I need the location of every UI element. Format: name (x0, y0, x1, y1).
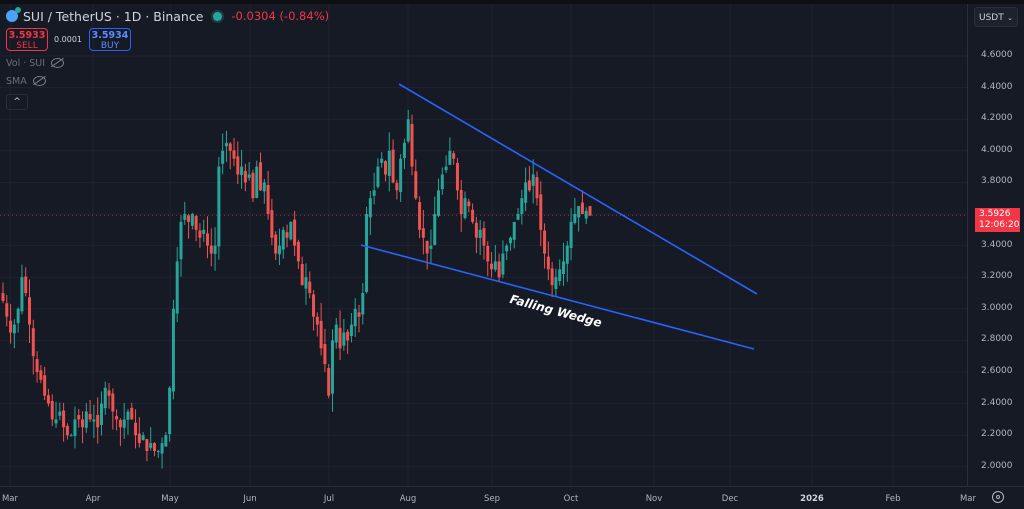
settings-gear-icon[interactable] (992, 491, 1004, 503)
candlestick-chart[interactable] (0, 4, 967, 486)
sui-coin-icon (6, 7, 21, 22)
currency-label: USDT (979, 13, 1004, 23)
indicator-sma[interactable]: SMA (6, 72, 329, 90)
last-price-label: 3.5926 12:06:20 (975, 208, 1020, 232)
price-tick: 4.2000 (981, 113, 1013, 124)
currency-selector[interactable]: USDT ⌄ (974, 7, 1018, 27)
price-tick: 2.2000 (981, 429, 1013, 440)
price-tick: 3.8000 (981, 176, 1013, 187)
time-axis[interactable] (0, 486, 1024, 509)
chevron-down-icon: ⌄ (1007, 14, 1013, 22)
sell-label: SELL (16, 41, 38, 51)
time-tick: Oct (563, 494, 579, 504)
symbol-title[interactable]: SUI / TetherUS · 1D · Binance (23, 8, 204, 24)
time-tick: Jun (243, 494, 257, 504)
sell-price: 3.5933 (8, 30, 46, 41)
price-scale[interactable] (967, 4, 1024, 486)
price-tick: 4.0000 (981, 144, 1013, 155)
buy-price: 3.5934 (91, 30, 129, 41)
chart-legend: SUI / TetherUS · 1D · Binance -0.0304 (-… (6, 7, 330, 110)
price-tick: 3.0000 (981, 302, 1013, 313)
price-tick: 2.4000 (981, 397, 1013, 408)
price-change: -0.0304 (-0.84%) (231, 9, 330, 23)
time-tick: Jul (323, 494, 335, 504)
price-tick: 3.4000 (981, 239, 1013, 250)
last-price: 3.5926 (979, 209, 1011, 219)
window-top-strip (0, 0, 1024, 4)
eye-hidden-icon[interactable] (32, 76, 46, 86)
trade-buttons: 3.5933 SELL 0.0001 3.5934 BUY (6, 28, 329, 51)
time-tick: Sep (483, 494, 501, 504)
buy-button[interactable]: 3.5934 BUY (89, 28, 131, 51)
price-tick: 4.6000 (981, 50, 1013, 60)
collapse-legend-button[interactable]: ^ (6, 94, 28, 110)
time-tick: Mar (959, 494, 977, 504)
chart-pane[interactable] (0, 4, 967, 486)
indicator-volume[interactable]: Vol · SUI (6, 54, 329, 72)
sell-button[interactable]: 3.5933 SELL (6, 28, 48, 51)
time-tick: Apr (85, 494, 101, 504)
price-tick: 2.6000 (981, 366, 1013, 376)
indicator-volume-label: Vol · SUI (6, 57, 46, 69)
indicator-sma-label: SMA (6, 75, 27, 87)
time-tick: Mar (1, 494, 19, 504)
time-tick: Aug (399, 494, 417, 504)
symbol-row: SUI / TetherUS · 1D · Binance -0.0304 (-… (6, 7, 330, 24)
time-tick: May (161, 494, 179, 504)
time-tick: Feb (885, 494, 901, 504)
price-tick: 2.8000 (981, 334, 1013, 345)
time-tick: Nov (645, 494, 663, 504)
market-open-status-icon (213, 11, 223, 21)
price-tick: 2.0000 (981, 460, 1013, 471)
spread-value: 0.0001 (54, 35, 82, 44)
price-tick: 4.4000 (981, 81, 1013, 92)
eye-hidden-icon[interactable] (51, 58, 65, 68)
time-tick: Dec (721, 494, 739, 504)
time-tick: 2026 (800, 494, 824, 504)
bar-countdown: 12:06:20 (979, 220, 1020, 230)
price-tick: 3.2000 (981, 271, 1013, 282)
buy-label: BUY (100, 41, 120, 51)
